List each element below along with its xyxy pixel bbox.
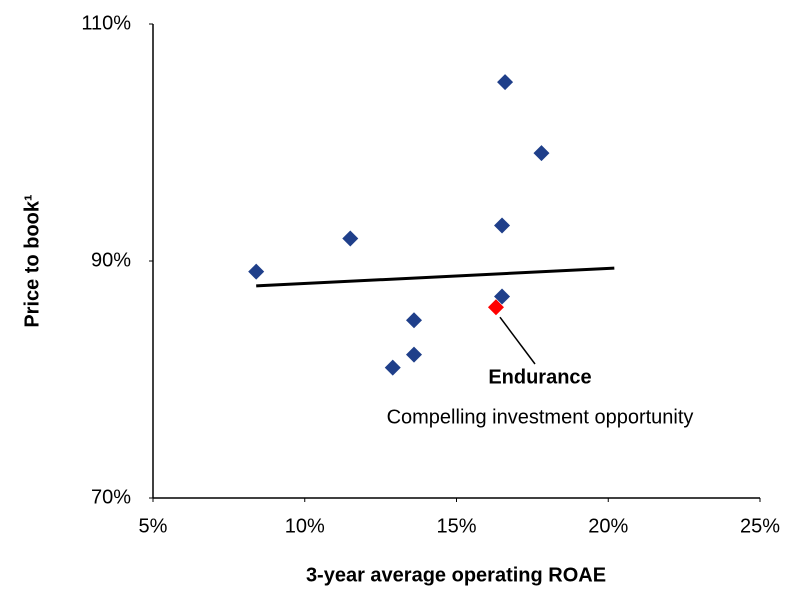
y-axis-title: Price to book¹ [21,194,43,328]
point [494,217,511,234]
point [494,288,511,305]
x-tick-label: 15% [436,515,476,537]
point [497,74,514,91]
point [406,312,423,329]
x-tick-label: 10% [285,515,325,537]
leader-line [499,316,536,365]
point [384,359,401,376]
y-tick-label: 110% [81,12,131,34]
x-axis-title: 3-year average operating ROAE [306,564,606,586]
point [487,299,504,316]
point [248,263,265,280]
x-tick-label: 20% [588,515,628,537]
x-tick-label: 5% [139,515,168,537]
y-tick-label: 70% [91,486,131,508]
y-tick-label: 90% [91,249,131,271]
trendline [256,266,615,288]
point [533,145,550,162]
x-tick-label: 25% [740,515,780,537]
annotation-title: Endurance [488,366,591,388]
point [342,230,359,247]
annotation-text: Compelling investment opportunity [387,406,694,428]
point [406,346,423,363]
